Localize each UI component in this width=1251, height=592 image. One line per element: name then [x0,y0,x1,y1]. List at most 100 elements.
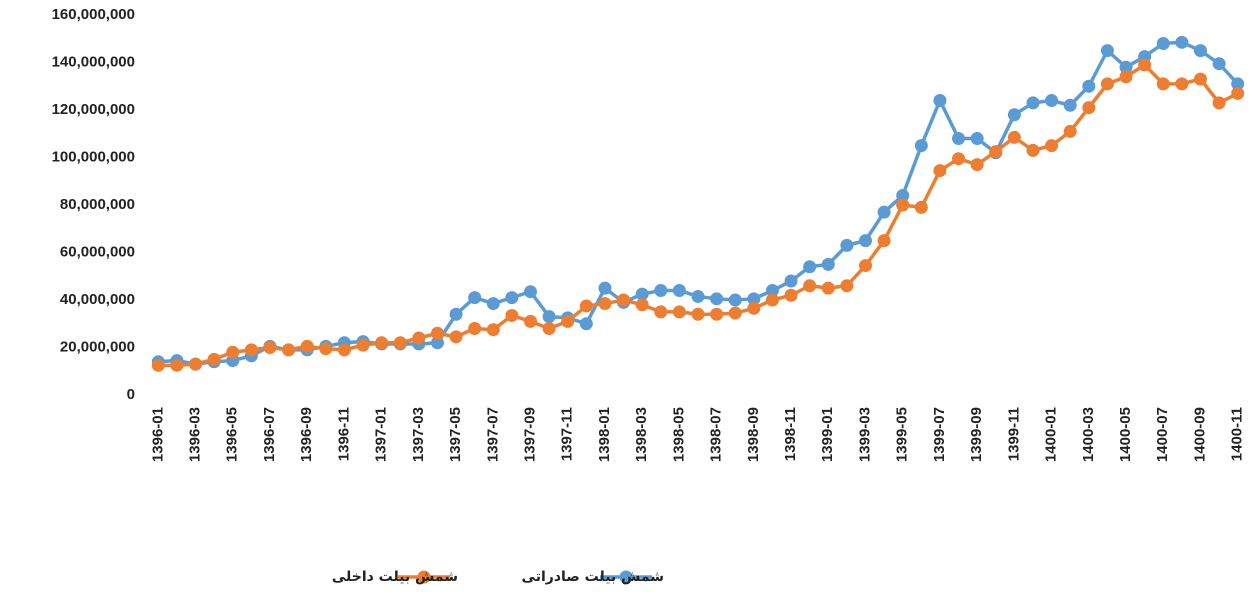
data-point [710,307,724,321]
data-point [1175,77,1189,91]
data-point [1082,79,1096,93]
data-point [1026,96,1040,110]
x-tick-label: 1397-11 [559,407,576,461]
data-point [1045,94,1059,107]
data-point [1119,70,1133,84]
legend-marker [417,570,431,584]
data-point [784,288,798,302]
data-point [282,343,296,357]
data-point [505,308,519,322]
x-tick-label: 1398-01 [596,407,613,462]
x-tick-label: 1397-03 [410,407,427,462]
x-tick-label: 1400-11 [1229,407,1246,461]
x-tick-label: 1398-09 [745,407,762,462]
data-point [598,281,612,295]
data-point [449,307,463,321]
data-point [468,322,482,335]
data-point [1007,130,1021,144]
x-tick-label: 1399-11 [1005,407,1022,461]
data-point [840,279,854,293]
data-point [1231,77,1245,91]
data-point [542,322,556,335]
data-point [914,200,928,214]
data-point [189,357,203,371]
data-point [691,307,705,321]
data-point [858,259,872,273]
data-point [970,132,984,145]
data-point [803,260,817,274]
data-point [896,189,910,202]
data-point [1138,58,1152,72]
x-tick-label: 1400-01 [1043,407,1060,462]
x-tick-label: 1400-05 [1117,407,1134,462]
x-tick-label: 1399-09 [968,407,985,462]
data-point [654,284,668,297]
x-tick-label: 1398-11 [782,407,799,461]
data-point [765,293,779,307]
data-point [1082,101,1096,115]
data-point [747,301,761,315]
data-point [393,336,407,350]
x-tick-label: 1400-07 [1154,407,1171,462]
y-tick-label: 40,000,000 [60,291,135,308]
x-tick-label: 1398-03 [633,407,650,462]
x-tick-label: 1397-07 [484,407,501,462]
data-point [151,358,165,372]
data-point [579,299,593,313]
x-tick-label: 1397-05 [447,407,464,462]
data-point [263,341,277,354]
data-point [579,317,593,331]
data-point [542,310,556,324]
y-tick-label: 20,000,000 [60,338,135,355]
data-point [412,331,426,345]
data-point [672,284,686,297]
data-point [375,336,389,350]
data-point [821,281,835,295]
data-point [1100,44,1114,58]
data-point [710,292,724,306]
data-point [561,314,575,328]
data-point [933,94,947,107]
data-point [858,234,872,248]
data-point [840,238,854,252]
data-point [1156,77,1170,91]
data-point [244,343,258,357]
data-point [672,305,686,319]
data-point [207,352,221,366]
data-point [430,326,444,340]
data-point [1063,124,1077,138]
data-point [505,291,519,305]
data-point [635,298,649,312]
data-point [1119,60,1133,74]
data-point [524,314,538,328]
x-tick-label: 1399-05 [894,407,911,462]
data-point [300,339,314,353]
y-tick-label: 160,000,000 [52,6,135,23]
data-point [728,306,742,320]
data-point [952,152,966,166]
x-tick-label: 1397-09 [521,407,538,462]
data-point [1007,108,1021,122]
x-tick-label: 1398-07 [708,407,725,462]
y-tick-label: 100,000,000 [52,148,135,165]
x-tick-label: 1396-05 [224,407,241,462]
data-point [1063,98,1077,112]
data-point [170,358,184,372]
data-point [468,291,482,305]
y-tick-label: 0 [127,386,135,403]
data-point [486,323,500,337]
data-point [933,164,947,178]
x-tick-label: 1400-09 [1191,407,1208,462]
data-point [970,158,984,172]
data-point [449,330,463,344]
data-point [803,279,817,293]
data-point [914,139,928,153]
data-point [337,343,351,357]
y-tick-label: 80,000,000 [60,196,135,213]
x-tick-label: 1399-01 [819,407,836,462]
data-point [226,345,240,359]
data-point [524,285,538,299]
x-tick-label: 1396-09 [298,407,315,462]
legend-label: شمش بیلت داخلی [332,569,458,585]
data-point [877,234,891,248]
